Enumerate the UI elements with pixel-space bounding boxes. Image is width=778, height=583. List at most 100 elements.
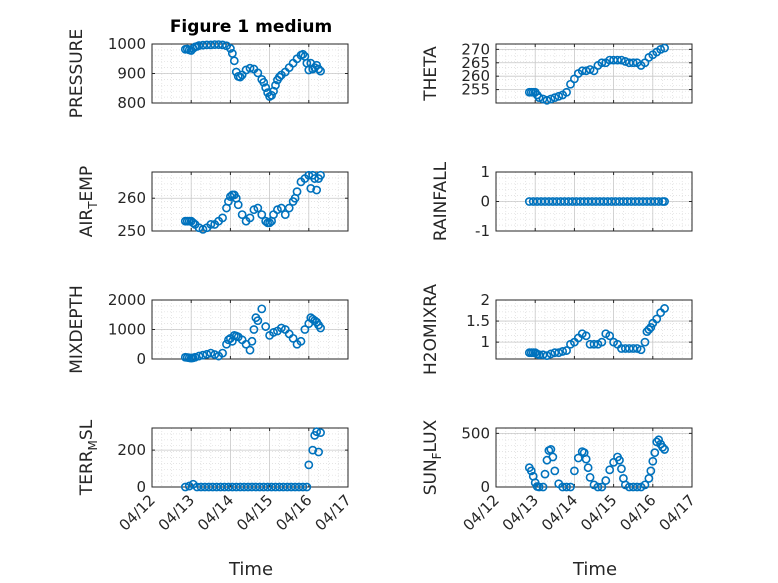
data-point — [245, 213, 255, 223]
data-point — [267, 90, 276, 100]
x-tick-label: 04/12 — [116, 491, 159, 534]
y-tick-label: 1 — [480, 163, 490, 181]
data-point — [229, 56, 239, 66]
data-point — [597, 482, 607, 492]
data-point — [550, 93, 560, 103]
data-point — [316, 428, 325, 438]
data-point — [257, 304, 267, 314]
axes-box — [495, 43, 693, 104]
y-axis-label: THETA — [421, 46, 441, 102]
x-tick-label: 04/14 — [538, 491, 581, 534]
x-axis-label-right: Time — [572, 559, 617, 580]
data-point — [562, 346, 571, 355]
x-tick-label: 04/15 — [233, 491, 276, 534]
data-point — [314, 447, 323, 457]
data-point — [271, 80, 280, 90]
data-point — [538, 482, 548, 492]
data-point — [312, 427, 322, 437]
data-point — [237, 210, 247, 220]
axes-box — [495, 299, 693, 360]
y-tick-label: 250 — [117, 222, 146, 240]
data-point — [605, 465, 615, 475]
data-point — [660, 197, 669, 206]
data-point — [225, 44, 235, 53]
data-point — [632, 482, 642, 492]
y-tick-label: 1000 — [108, 321, 146, 339]
data-point — [253, 68, 263, 78]
subplot-airtemp: 250 260 AIRTEMP — [77, 166, 349, 240]
data-point — [617, 464, 626, 474]
data-point — [257, 210, 267, 220]
data-point — [660, 43, 669, 53]
data-point — [316, 170, 325, 180]
y-tick-label: 260 — [461, 67, 490, 85]
x-tick-label: 04/15 — [577, 491, 620, 534]
data-point — [194, 351, 204, 361]
data-point — [302, 482, 312, 492]
data-point — [628, 344, 638, 353]
data-point — [284, 203, 294, 213]
data-point — [566, 482, 575, 492]
data-point — [656, 44, 666, 54]
data-point — [640, 337, 650, 347]
y-tick-label: 500 — [461, 424, 490, 442]
subplot-mixdepth: 0 1000 2000 MIXDEPTH — [67, 285, 349, 374]
data-point — [276, 323, 286, 333]
y-axis-label: MIXDEPTH — [67, 285, 87, 374]
data-point — [269, 328, 278, 337]
data-point — [650, 448, 660, 458]
data-point — [218, 40, 227, 50]
data-point — [597, 337, 607, 347]
data-point — [570, 466, 579, 476]
data-point — [581, 454, 591, 464]
y-axis-label: TERRMSL — [77, 419, 100, 496]
data-point — [652, 314, 662, 324]
data-point — [314, 64, 323, 74]
data-point — [206, 220, 216, 229]
data-point — [660, 445, 669, 454]
data-point — [585, 472, 595, 482]
data-point — [581, 331, 591, 341]
data-point — [296, 336, 306, 346]
data-point — [218, 213, 227, 223]
y-axis-label: H2OMIXRA — [421, 284, 441, 375]
y-tick-label: 2000 — [108, 291, 146, 309]
x-tick-label: 04/14 — [194, 491, 237, 534]
data-point — [593, 482, 603, 492]
data-point — [585, 65, 595, 74]
y-tick-label: 270 — [461, 40, 490, 58]
data-point — [554, 348, 564, 358]
data-point — [198, 350, 208, 360]
data-point — [288, 333, 298, 343]
data-point — [253, 316, 263, 326]
data-point — [274, 72, 284, 82]
y-axis-label: SUNFLUX — [421, 419, 444, 495]
data-point — [644, 474, 654, 483]
data-point — [542, 95, 552, 105]
data-point — [628, 58, 638, 68]
data-point — [583, 463, 593, 473]
y-tick-label: 1.5 — [466, 312, 490, 330]
data-point — [206, 348, 216, 358]
data-point — [316, 66, 325, 76]
data-point — [644, 325, 654, 334]
data-point — [253, 203, 263, 213]
x-tick-label: 04/16 — [272, 491, 315, 534]
data-point — [589, 339, 599, 349]
axes-box — [151, 171, 349, 232]
x-tick-label: 04/17 — [312, 491, 355, 534]
y-axis-label: RAINFALL — [431, 161, 451, 241]
x-tick-label: 04/12 — [460, 491, 503, 534]
data-point — [245, 63, 255, 73]
data-point — [534, 93, 544, 103]
data-point — [554, 91, 564, 101]
data-point — [548, 452, 558, 462]
y-tick-label: 0 — [480, 478, 490, 496]
data-point — [259, 77, 269, 87]
data-point — [577, 66, 587, 76]
y-tick-label: 260 — [117, 189, 146, 207]
data-point — [300, 325, 310, 334]
data-point — [224, 335, 233, 345]
